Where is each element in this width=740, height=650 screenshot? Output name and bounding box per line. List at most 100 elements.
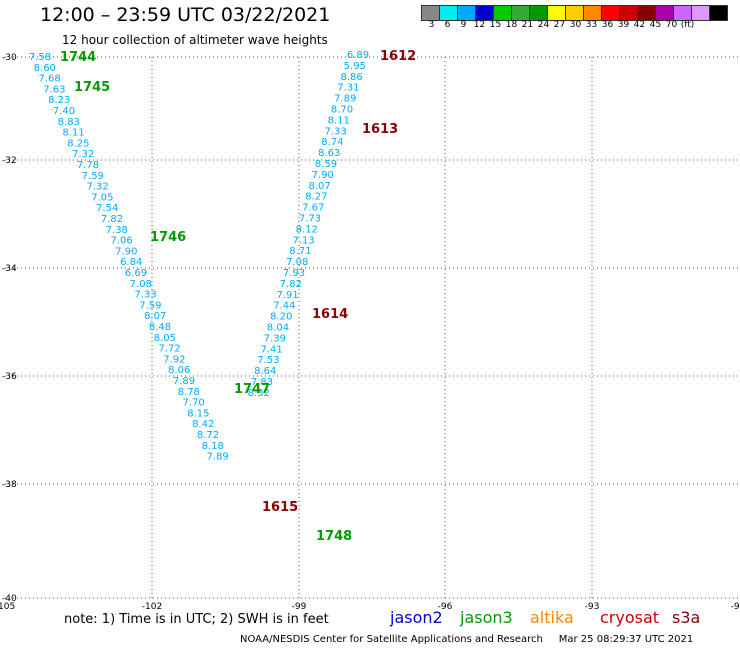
wave-height-value: 8.78 [178,387,200,398]
wave-height-value: 7.78 [77,160,99,171]
wave-height-value: 7.41 [260,344,282,355]
wave-height-value: 7.89 [334,94,356,105]
scale-label: 70 [665,20,678,30]
pass-time-label: 1748 [316,529,352,544]
wave-height-value: 8.63 [318,148,340,159]
wave-height-value: 7.93 [283,268,305,279]
wave-height-map: -105 -102 -99 -96 -93 -90 -30 -32 -34 -36 -38 -40 7.… [0,49,740,610]
wave-height-value: 7.44 [273,301,295,312]
wave-height-value: 7.68 [38,74,60,85]
wave-height-value: 8.27 [305,192,327,203]
wave-height-value: 6.84 [120,257,142,268]
wave-height-value: 8.60 [34,63,56,74]
scale-label: 30 [569,20,582,30]
wave-height-value: 7.54 [96,203,118,214]
wave-height-value: 5.95 [344,61,366,72]
pass-time-label: 1744 [60,50,96,65]
scale-label: 18 [505,20,518,30]
wave-height-value: 7.06 [110,236,132,247]
lon-tick-label: -99 [292,602,307,610]
scale-label: 15 [489,20,502,30]
legend-jason2: jason2 [390,608,443,627]
wave-height-value: 8.07 [308,181,330,192]
scale-label: 21 [521,20,534,30]
pass-time-label: 1615 [262,500,298,515]
wave-height-value: 7.31 [337,83,359,94]
legend-s3a: s3a [672,608,701,627]
scale-label: 45 [649,20,662,30]
scale-label: 39 [617,20,630,30]
wave-height-value: 8.71 [289,246,311,257]
wave-height-value: 7.92 [163,354,185,365]
wave-height-value: 7.59 [82,171,104,182]
wave-height-value: 7.39 [264,333,286,344]
page-title: 12:00 – 23:59 UTC 03/22/2021 [40,4,331,26]
scale-label: 6 [444,20,451,30]
legend-jason3: jason3 [460,608,513,627]
wave-height-value: 8.48 [149,322,171,333]
pass-time-label: 1612 [380,49,416,64]
wave-height-value: 6.89 [347,50,369,61]
wave-height-value: 8.06 [168,365,190,376]
wave-height-value: 8.86 [340,72,362,83]
wave-height-value: 7.72 [158,344,180,355]
lon-tick-label: -90 [731,602,740,610]
wave-height-value: 7.38 [106,225,128,236]
credit-line: NOAA/NESDIS Center for Satellite Applica… [240,634,693,645]
scale-label: 12 [473,20,486,30]
credit-source: NOAA/NESDIS Center for Satellite Applica… [240,634,543,645]
wave-height-value: 8.59 [315,159,337,170]
wave-height-value: 6.69 [125,268,147,279]
legend-altika: altika [530,608,574,627]
lon-tick-label: -93 [585,602,600,610]
wave-height-value: 7.33 [324,126,346,137]
lon-tick-label: -102 [142,602,162,610]
wave-height-value: 7.90 [115,246,137,257]
scale-label: 42 [633,20,646,30]
wave-height-value: 7.05 [91,192,113,203]
wave-height-value: 8.42 [192,419,214,430]
wave-height-value: 7.67 [302,203,324,214]
footer-note: note: 1) Time is in UTC; 2) SWH is in fe… [64,612,329,627]
wave-height-value: 8.04 [267,323,289,334]
wave-height-value: 7.73 [299,214,321,225]
wave-height-value: 7.83 [251,377,273,388]
wave-height-value: 7.58 [29,52,51,63]
wave-height-value: 8.64 [254,366,276,377]
scale-label: 27 [553,20,566,30]
scale-label: 36 [601,20,614,30]
wave-height-value: 8.74 [321,137,343,148]
scale-label: 3 [428,20,435,30]
lon-tick-label: -105 [0,602,15,610]
pass-time-label: 1614 [312,307,348,322]
scale-label: 9 [460,20,467,30]
wave-height-value: 7.82 [101,214,123,225]
wave-height-value: 8.70 [331,105,353,116]
pass-time-label: 1747 [234,382,270,397]
wave-height-value: 7.33 [134,290,156,301]
wave-height-value: 7.40 [53,106,75,117]
scale-swatch [709,5,728,21]
wave-height-value: 8.11 [62,128,84,139]
wave-height-value: 7.08 [286,257,308,268]
wave-height-value: 8.11 [328,115,350,126]
scale-label: 24 [537,20,550,30]
wave-height-value: 8.72 [197,430,219,441]
wave-height-value: 7.63 [43,84,65,95]
wave-height-value: 7.91 [276,290,298,301]
wave-height-value: 7.59 [139,300,161,311]
wave-height-value: 8.05 [154,333,176,344]
wave-height-value: 8.83 [58,117,80,128]
wave-height-value: 8.23 [48,95,70,106]
wave-height-value: 7.89 [206,452,228,463]
wave-height-value: 8.32 [248,388,270,399]
wave-height-value: 8.12 [296,224,318,235]
legend-cryosat: cryosat [600,608,660,627]
wave-height-value: 8.15 [187,408,209,419]
wave-height-value: 7.89 [173,376,195,387]
wave-height-value: 8.25 [67,138,89,149]
lat-tick-label: -40 [2,594,17,604]
wave-height-value: 8.18 [202,441,224,452]
wave-height-value: 7.13 [292,235,314,246]
lat-tick-label: -36 [2,372,17,382]
